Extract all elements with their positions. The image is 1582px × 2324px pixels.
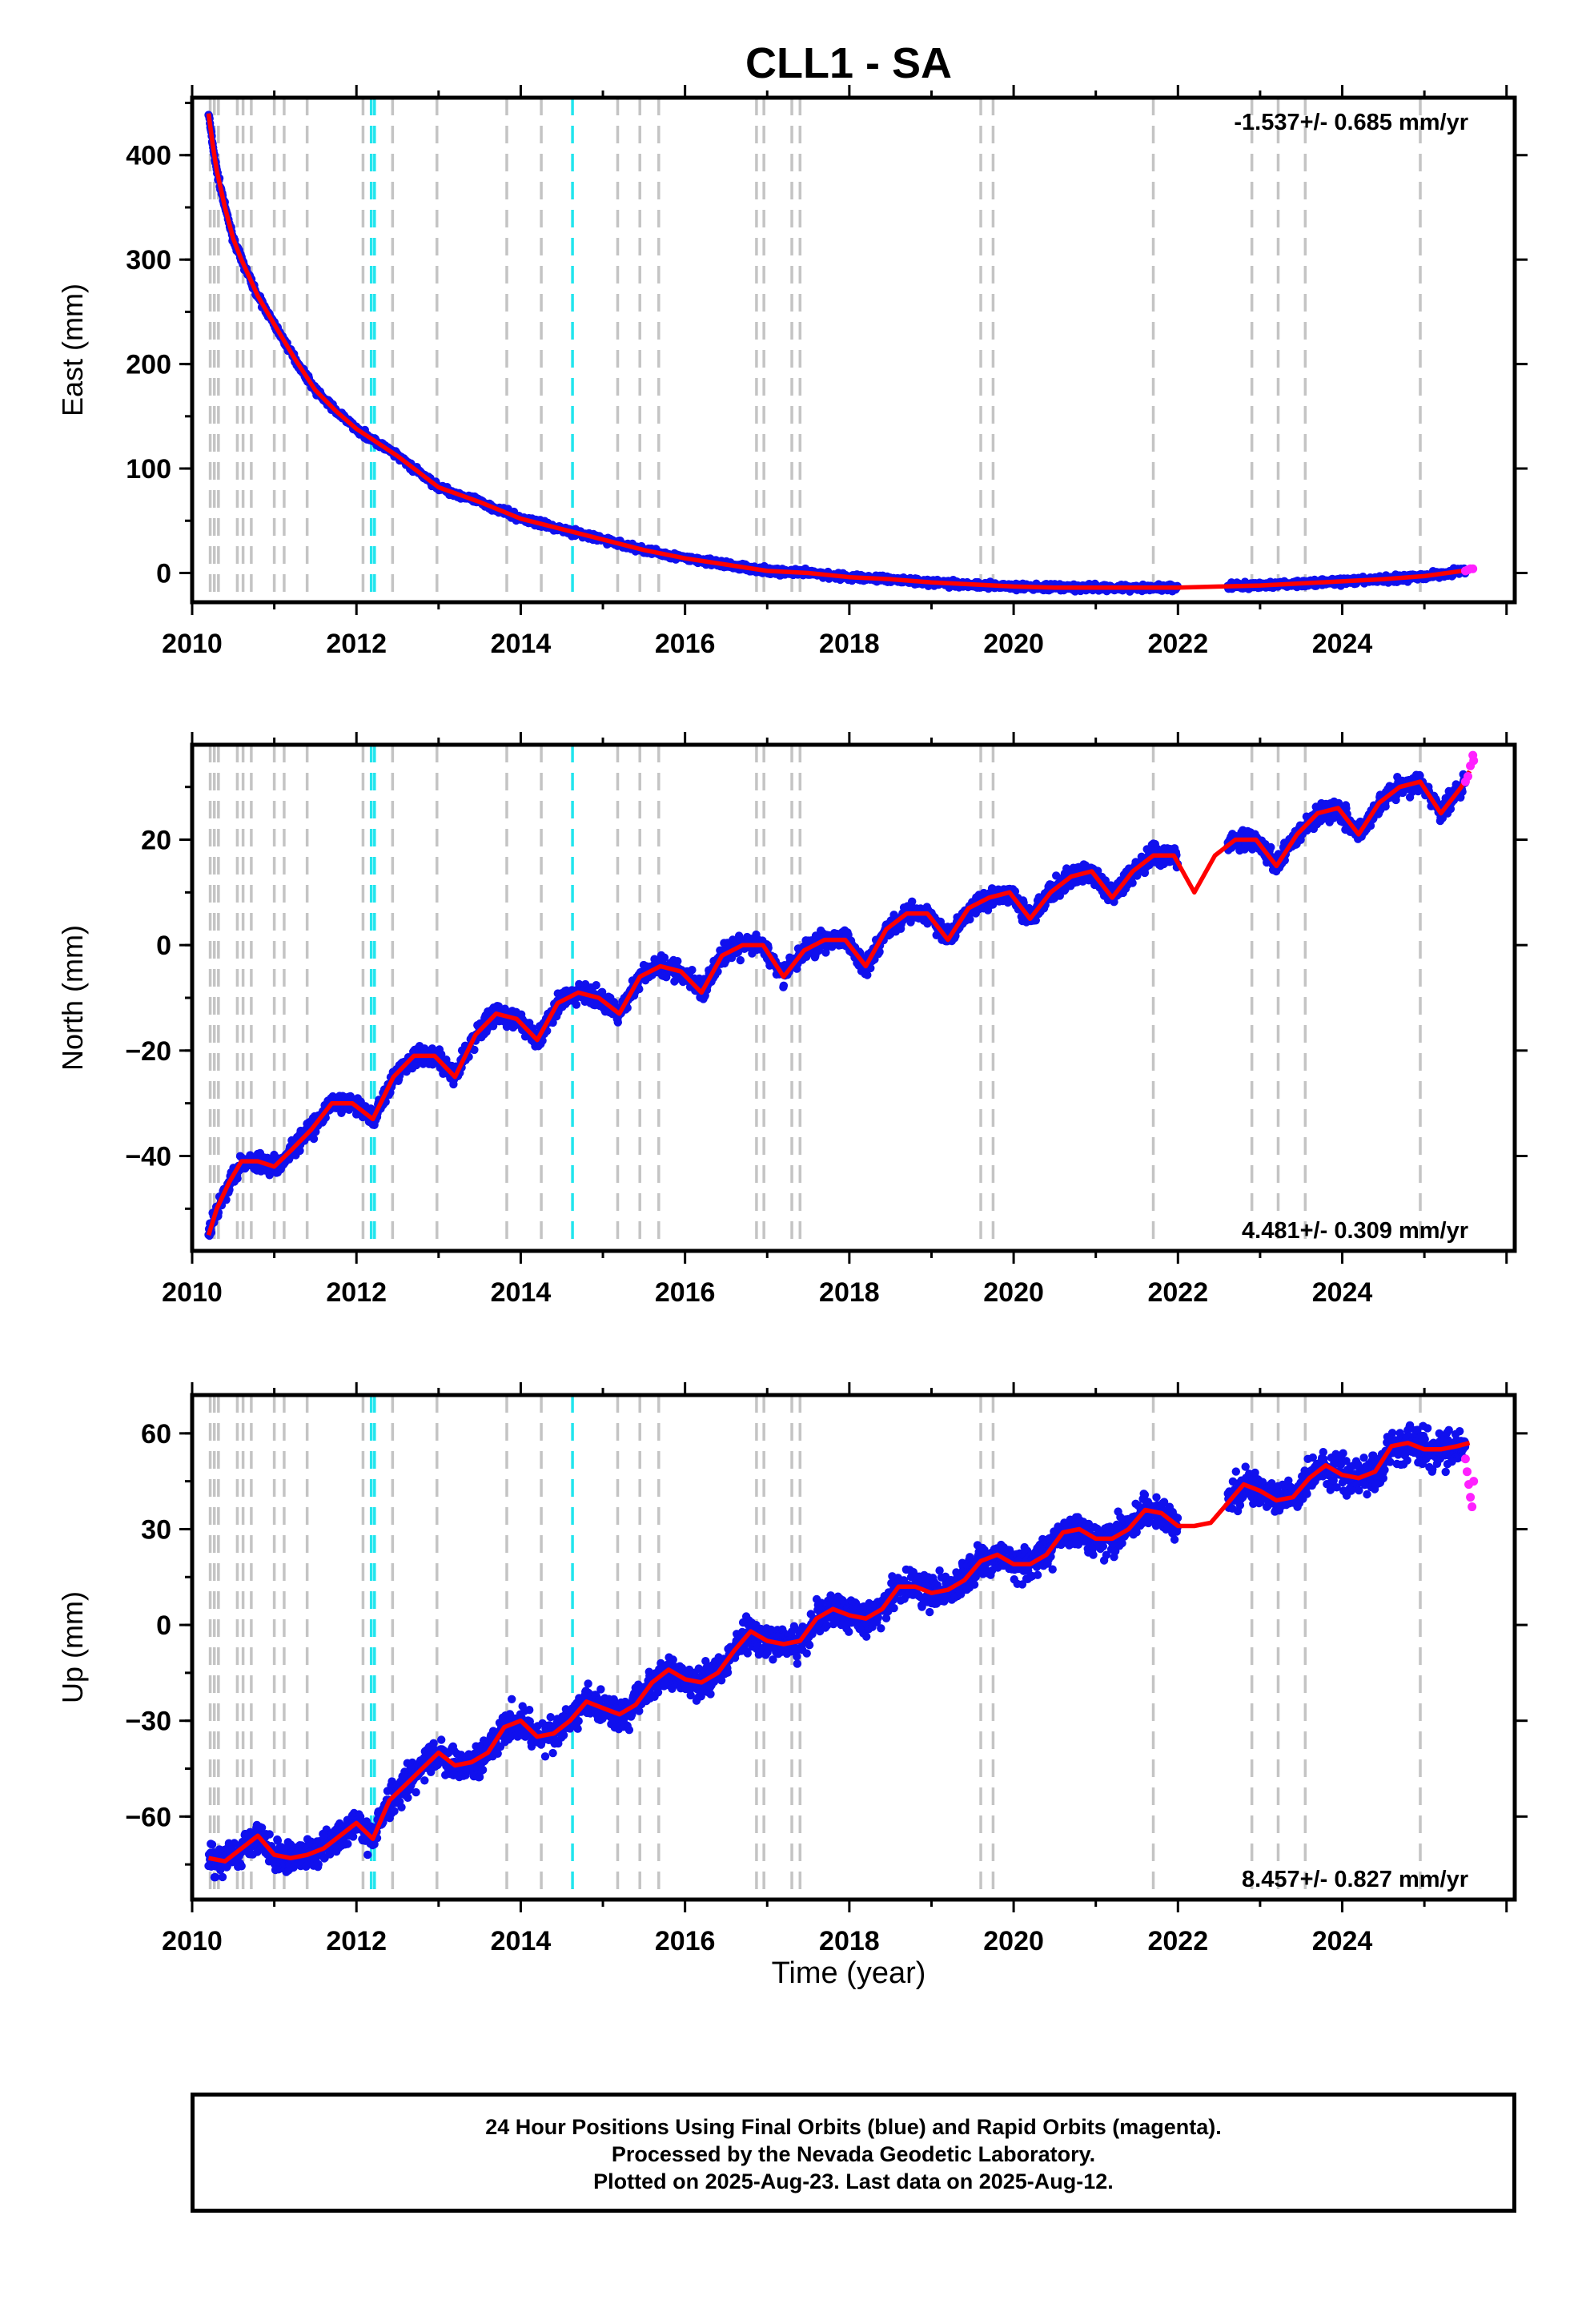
panel-north: 2010 2012 2014 2016 2018 2020 2022 2024−40−2002…	[56, 732, 1528, 1308]
plot-frame	[190, 95, 1517, 605]
final-orbit-point	[736, 955, 745, 965]
final-orbit-point	[575, 979, 584, 989]
final-orbit-point	[1128, 879, 1137, 887]
final-orbit-point	[309, 1134, 319, 1144]
x-tick-label: 2012	[326, 629, 387, 659]
final-orbit-point	[779, 981, 789, 991]
x-tick-label: 2018	[819, 629, 880, 659]
y-tick-label: 0	[156, 558, 171, 589]
plot-area	[204, 98, 1478, 602]
final-orbit-point	[613, 1018, 622, 1027]
final-orbit-point	[412, 1060, 421, 1070]
final-orbit-point	[635, 984, 644, 994]
chart-title: CLL1 - SA	[745, 39, 952, 87]
final-orbit-point	[863, 971, 872, 979]
final-orbit-point	[966, 915, 974, 924]
y-tick-label: 400	[126, 141, 171, 171]
plot-area	[204, 745, 1479, 1251]
final-orbit-point	[488, 1022, 498, 1031]
x-tick-label: 2016	[655, 629, 716, 659]
final-orbit-point	[673, 957, 682, 966]
x-tick-label: 2020	[983, 629, 1044, 659]
panel-east: 2010 2012 2014 2016 2018 2020 2022 2024 0 100 200 3…	[56, 85, 1528, 659]
final-orbit-point	[500, 1004, 509, 1013]
final-orbit-point	[592, 981, 600, 990]
y-tick-label: 300	[126, 245, 171, 275]
final-orbit-point	[295, 1146, 304, 1156]
x-tick-label: 2024	[1312, 629, 1373, 659]
velocity-rate-label: -1.537+/- 0.685 mm/yr	[1234, 110, 1468, 135]
y-axis-label: East (mm)	[56, 283, 89, 416]
final-orbit-point	[660, 953, 669, 963]
model-fit-line	[206, 113, 1470, 590]
final-orbit-point	[233, 1174, 242, 1183]
x-tick-label: 2022	[1147, 629, 1208, 659]
final-orbit-point	[908, 897, 917, 907]
final-orbit-point	[470, 1045, 479, 1055]
final-orbit-point	[572, 1000, 581, 1009]
x-tick-label: 2014	[491, 629, 552, 659]
y-tick-label: 200	[126, 350, 171, 380]
x-tick-label: 2010	[162, 629, 223, 659]
final-orbit-point	[548, 1018, 557, 1027]
final-orbit-point	[875, 947, 884, 956]
y-tick-label: 100	[126, 454, 171, 485]
final-orbit-point	[1031, 916, 1041, 925]
rapid-orbit-point	[1468, 564, 1478, 573]
final-orbit-point	[688, 966, 697, 975]
final-orbit-point	[866, 963, 875, 973]
